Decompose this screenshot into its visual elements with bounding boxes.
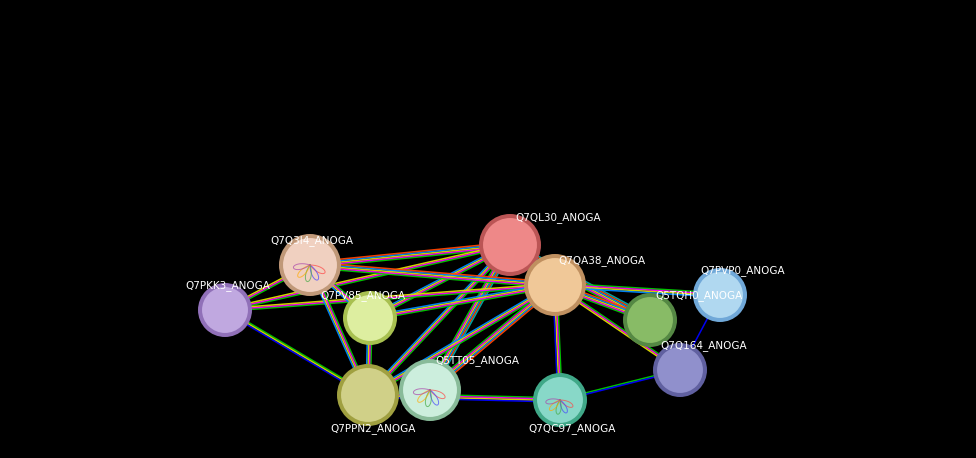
Text: Q7PKK3_ANOGA: Q7PKK3_ANOGA — [185, 280, 270, 291]
Circle shape — [527, 257, 583, 313]
Text: Q7Q3I4_ANOGA: Q7Q3I4_ANOGA — [270, 235, 353, 246]
Circle shape — [337, 364, 399, 426]
Circle shape — [653, 343, 707, 397]
Text: Q7QC97_ANOGA: Q7QC97_ANOGA — [528, 423, 616, 434]
Circle shape — [533, 373, 587, 427]
Circle shape — [536, 376, 584, 424]
Circle shape — [346, 294, 394, 342]
Text: Q5TT05_ANOGA: Q5TT05_ANOGA — [435, 355, 519, 366]
Text: Q7PVP0_ANOGA: Q7PVP0_ANOGA — [700, 265, 785, 276]
Circle shape — [201, 286, 249, 334]
Circle shape — [282, 237, 338, 293]
Text: Q7QA38_ANOGA: Q7QA38_ANOGA — [558, 255, 645, 266]
Circle shape — [693, 268, 747, 322]
Circle shape — [524, 254, 586, 316]
Circle shape — [626, 296, 674, 344]
Circle shape — [656, 346, 704, 394]
Circle shape — [198, 283, 252, 337]
Circle shape — [402, 362, 458, 418]
Circle shape — [696, 271, 744, 319]
Circle shape — [482, 217, 538, 273]
Text: Q5TQH0_ANOGA: Q5TQH0_ANOGA — [655, 290, 743, 301]
Text: Q7PV85_ANOGA: Q7PV85_ANOGA — [320, 290, 405, 301]
Circle shape — [623, 293, 677, 347]
Circle shape — [343, 291, 397, 345]
Circle shape — [479, 214, 541, 276]
Circle shape — [340, 367, 396, 423]
Text: Q7PPN2_ANOGA: Q7PPN2_ANOGA — [330, 423, 416, 434]
Circle shape — [399, 359, 461, 421]
Text: Q7Q164_ANOGA: Q7Q164_ANOGA — [660, 340, 747, 351]
Text: Q7QL30_ANOGA: Q7QL30_ANOGA — [515, 212, 600, 223]
Circle shape — [279, 234, 341, 296]
